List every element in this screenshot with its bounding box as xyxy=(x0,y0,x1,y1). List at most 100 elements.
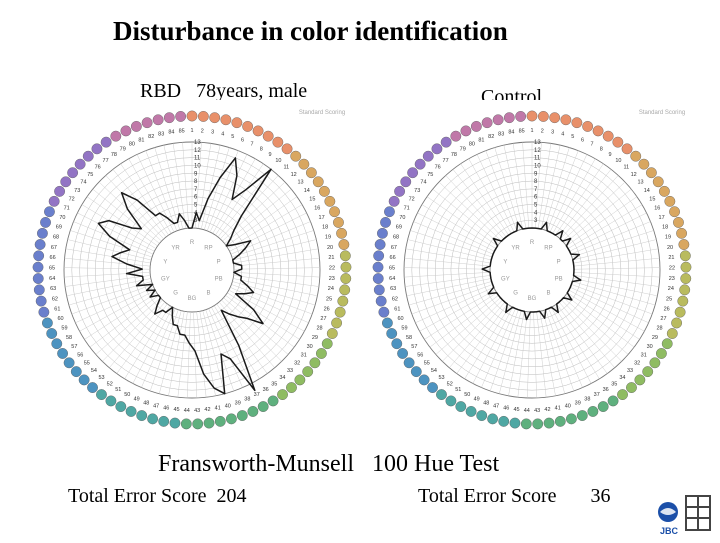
control-grid-spoke xyxy=(429,295,499,348)
control-grid-ring xyxy=(474,212,590,328)
rbd-grid-spoke xyxy=(233,275,319,287)
control-grid-spoke xyxy=(571,230,654,258)
rbd-cap-number: 36 xyxy=(263,387,269,393)
rbd-color-cap xyxy=(242,120,254,132)
rbd-cap-number: 47 xyxy=(153,403,159,409)
control-color-cap xyxy=(677,295,689,307)
rbd-color-cap xyxy=(100,136,112,148)
control-grid-spoke xyxy=(404,257,491,267)
rbd-color-cap xyxy=(70,366,82,378)
control-grid-spoke xyxy=(570,287,649,323)
control-color-cap xyxy=(576,410,588,421)
control-cap-number: 73 xyxy=(414,188,420,194)
control-cap-number: 54 xyxy=(431,368,437,374)
rbd-grid-spoke xyxy=(231,284,313,315)
rbd-ring-number: 5 xyxy=(194,203,198,209)
control-cap-number: 34 xyxy=(619,375,625,381)
control-cap-number: 80 xyxy=(469,142,475,148)
control-color-cap xyxy=(374,239,386,250)
rbd-hue-label: Y xyxy=(163,259,167,265)
control-grid-ring xyxy=(481,219,583,321)
rbd-grid-spoke xyxy=(92,188,160,244)
rbd-color-cap xyxy=(294,374,306,386)
rbd-color-cap xyxy=(192,418,204,430)
rbd-grid xyxy=(63,141,321,399)
rbd-cap-number: 1 xyxy=(190,128,193,134)
rbd-grid-spoke xyxy=(204,147,230,230)
control-color-cap xyxy=(373,284,385,296)
rbd-color-cap xyxy=(63,357,75,369)
control-cap-number: 38 xyxy=(584,397,590,403)
rbd-color-cap xyxy=(277,389,288,400)
control-cap-number: 83 xyxy=(498,131,504,137)
rbd-color-cap xyxy=(338,239,350,250)
control-color-cap xyxy=(642,366,654,378)
control-grid-spoke xyxy=(571,284,653,315)
control-grid-spoke xyxy=(546,150,579,231)
slide-title: Disturbance in color identification xyxy=(113,16,508,46)
control-color-cap xyxy=(407,167,419,179)
rbd-cap-number: 66 xyxy=(50,255,56,261)
rbd-cap-number: 30 xyxy=(307,344,313,350)
control-grid-spoke xyxy=(548,308,583,388)
rbd-cap-number: 43 xyxy=(194,408,200,414)
control-grid-spoke xyxy=(432,188,500,244)
rbd-color-cap xyxy=(334,306,346,318)
control-color-cap xyxy=(394,185,405,197)
rbd-grid-spoke xyxy=(120,163,169,236)
control-grid-spoke xyxy=(481,308,516,388)
rbd-grid-spoke xyxy=(233,272,320,278)
control-cap-number: 11 xyxy=(623,165,629,171)
control-grid-spoke xyxy=(508,311,525,396)
control-grid-spoke xyxy=(404,267,491,270)
rbd-cap-number: 31 xyxy=(301,352,307,358)
control-color-cap xyxy=(565,413,577,425)
control-cap-number: 46 xyxy=(503,406,509,412)
control-color-cap xyxy=(664,195,676,207)
rbd-grid-spoke xyxy=(81,204,157,249)
control-color-cap xyxy=(445,395,457,407)
control-cap-number: 59 xyxy=(401,326,407,332)
control-cap-number: 12 xyxy=(631,172,637,178)
rbd-grid-spoke xyxy=(187,311,191,398)
rbd-color-cap xyxy=(309,357,321,369)
rbd-standard-scoring-note: Standard Scoring xyxy=(299,110,345,116)
control-cap-number: 1 xyxy=(530,128,533,134)
control-ring-number: 13 xyxy=(534,140,541,146)
rbd-grid-spoke xyxy=(221,299,282,362)
control-color-cap xyxy=(612,136,624,148)
rbd-color-cap xyxy=(180,418,192,430)
rbd-cap-number: 8 xyxy=(260,146,263,152)
control-cap-number: 41 xyxy=(555,406,561,412)
rbd-color-cap xyxy=(340,261,352,273)
test-name: Fransworth-Munsell 100 Hue Test xyxy=(158,451,500,477)
control-color-cap xyxy=(674,306,686,318)
control-cap-number: 72 xyxy=(409,197,415,203)
control-cap-number: 76 xyxy=(435,165,441,171)
control-color-cap xyxy=(380,217,391,228)
control-color-cap xyxy=(414,158,426,170)
rbd-grid-spoke xyxy=(233,248,319,264)
control-color-cap xyxy=(400,176,412,188)
control-grid-spoke xyxy=(522,142,530,229)
control-cap-number: 81 xyxy=(478,137,484,143)
control-grid-spoke xyxy=(553,305,600,379)
control-color-cap xyxy=(592,125,604,137)
rbd-grid-spoke xyxy=(196,311,207,398)
control-grid-spoke xyxy=(573,278,658,297)
rbd-color-cap xyxy=(41,317,53,329)
rbd-grid-spoke xyxy=(229,212,307,252)
control-color-cap xyxy=(391,338,403,350)
rbd-color-cap xyxy=(91,143,103,155)
control-cap-number: 47 xyxy=(493,403,499,409)
control-color-cap xyxy=(673,217,684,228)
rbd-color-cap xyxy=(44,206,55,218)
rbd-cap-number: 38 xyxy=(244,397,250,403)
rbd-color-cap xyxy=(203,417,215,429)
rbd-cap-number: 69 xyxy=(56,225,62,231)
rbd-cap-number: 41 xyxy=(215,406,221,412)
control-grid-spoke xyxy=(539,311,556,396)
control-grid-spoke xyxy=(464,305,511,379)
rbd-color-cap xyxy=(281,143,293,155)
rbd-grid-spoke xyxy=(206,150,239,231)
